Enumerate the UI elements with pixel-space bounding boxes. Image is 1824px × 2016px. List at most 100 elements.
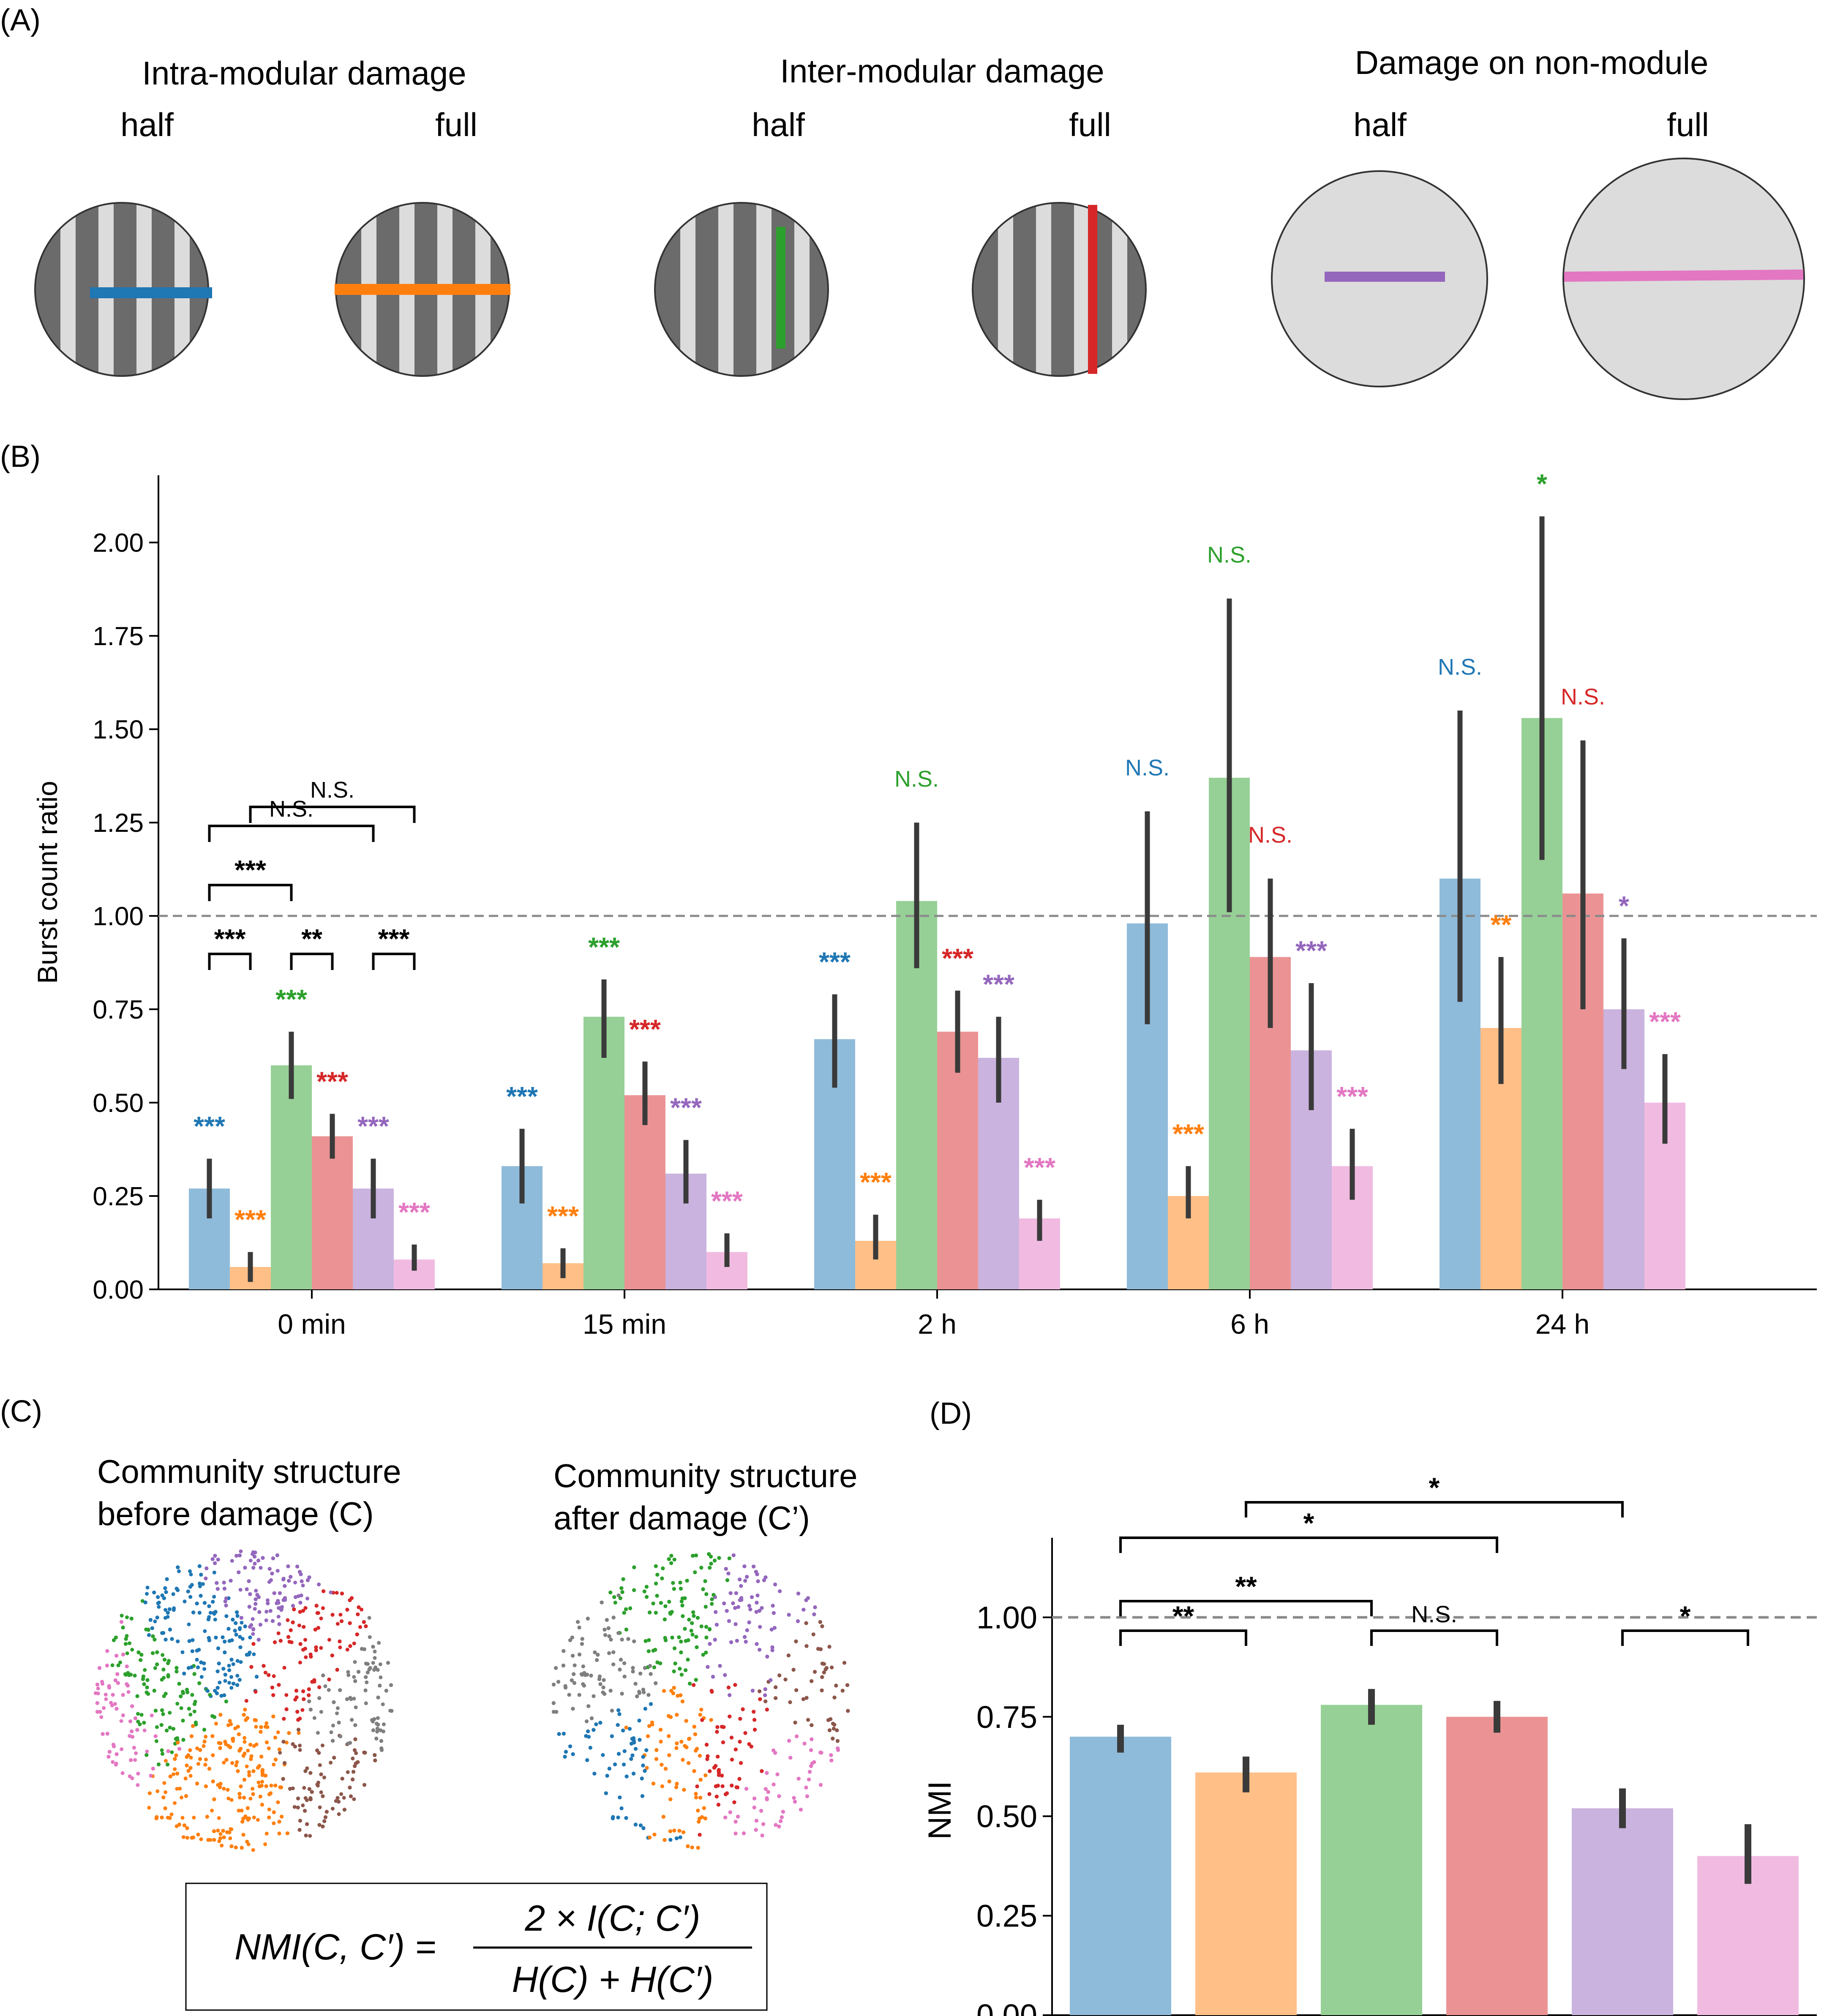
community-dot [150,1626,154,1630]
label-nonmodule-half: half [1353,106,1407,143]
community-dot [307,1787,311,1791]
community-dot [648,1835,652,1839]
community-dot [327,1678,331,1681]
comparison-label: *** [234,855,266,885]
community-scatter-before [93,1549,394,1852]
community-dot [779,1819,783,1823]
community-dot [293,1744,297,1749]
community-dot [777,1673,782,1678]
community-dot [175,1771,179,1776]
community-dot [305,1766,309,1771]
community-dot [287,1640,292,1644]
community-dot [187,1707,191,1711]
community-dot [249,1757,253,1761]
community-dot [225,1830,229,1834]
community-dot [589,1673,593,1678]
community-dot [233,1629,237,1633]
community-dot [218,1741,223,1746]
community-dot [248,1651,252,1655]
community-dot [761,1822,766,1826]
community-dot [731,1553,736,1557]
community-dot [172,1772,175,1776]
community-dot [373,1656,377,1660]
community-dot [202,1739,207,1744]
community-dot [184,1794,188,1798]
significance-label: *** [711,1185,743,1216]
community-dot [247,1605,251,1609]
community-dot [331,1723,335,1727]
community-dot [373,1649,377,1654]
community-dot [150,1714,154,1718]
bar [624,1095,665,1289]
community-dot [324,1810,329,1814]
community-dot [298,1819,302,1823]
community-dot [725,1609,729,1613]
community-dot [379,1728,383,1733]
community-dot [349,1794,353,1798]
community-dot [174,1753,178,1757]
community-dot [597,1677,601,1681]
community-dot [754,1828,758,1832]
community-dot [317,1685,322,1689]
community-dot [819,1783,823,1787]
significance-label: * [1619,891,1629,921]
community-dot [230,1761,234,1765]
community-dot [293,1697,297,1702]
community-dot [244,1699,248,1703]
community-dot [281,1777,285,1781]
community-dot [379,1675,383,1679]
community-dot [715,1730,719,1734]
community-dot [118,1660,122,1665]
community-dot [115,1707,119,1711]
community-dot [315,1782,319,1787]
community-dot [616,1723,620,1727]
community-dot [835,1739,840,1743]
community-dot [301,1648,305,1652]
community-dot [773,1751,777,1755]
community-dot [183,1776,188,1781]
comparison-bracket [208,953,252,970]
community-dot [173,1767,177,1771]
community-dot [663,1604,668,1608]
community-dot [362,1750,366,1754]
community-dot [253,1718,257,1722]
community-dot [115,1654,119,1658]
community-dot [268,1609,273,1613]
y-tick-label: 2.00 [93,529,144,558]
community-dot [264,1831,269,1836]
community-dot [702,1806,706,1810]
community-dot [302,1697,306,1701]
community-dot [95,1701,99,1705]
community-dot [223,1599,227,1604]
community-dot [322,1775,326,1779]
community-dot [352,1675,356,1679]
significance-label: N.S. [1438,654,1482,680]
community-dot [307,1693,311,1697]
community-dot [229,1844,234,1848]
community-dot [116,1663,120,1667]
community-dot [352,1641,356,1645]
community-dot [267,1673,271,1677]
community-dot [642,1589,646,1594]
community-dot [368,1635,372,1639]
community-dot [748,1607,753,1611]
community-dot [261,1556,265,1560]
community-dot [251,1617,255,1621]
community-dot [734,1591,738,1595]
community-dot [189,1734,194,1738]
community-dot [226,1723,230,1727]
community-dot [212,1838,216,1842]
community-dot [125,1634,129,1638]
comparison-label: ** [301,924,322,954]
comparison-label: *** [378,924,410,954]
bar [271,1065,312,1289]
community-dot [214,1635,218,1640]
community-dot [733,1747,738,1752]
community-dot [241,1817,245,1821]
community-dot [111,1760,115,1764]
community-dot [133,1673,137,1678]
community-dot [136,1719,140,1724]
community-dot [119,1719,123,1723]
community-dot [191,1835,195,1839]
community-dot [269,1783,273,1787]
